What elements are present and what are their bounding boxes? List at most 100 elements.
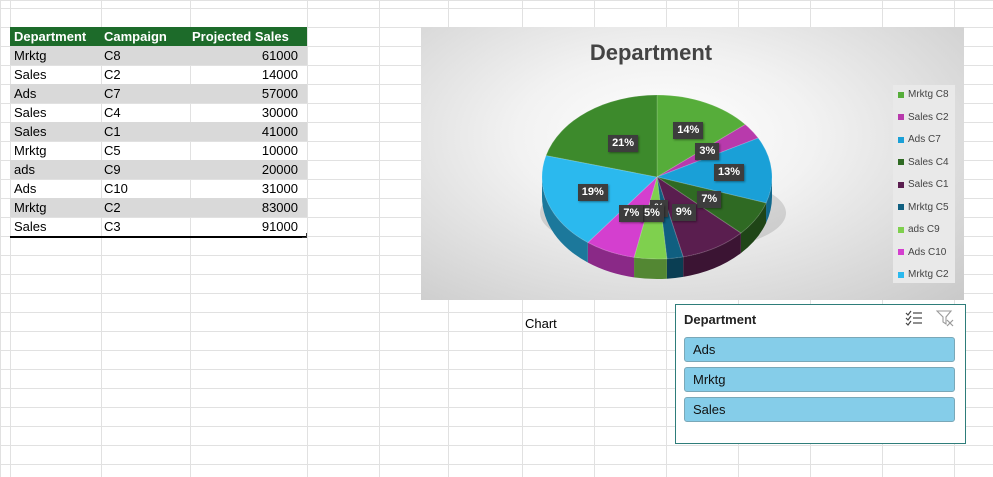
header-department[interactable]: Department bbox=[14, 29, 87, 44]
table-row[interactable]: ads C9 20000 bbox=[10, 160, 307, 179]
pie-slice-side[interactable] bbox=[683, 233, 741, 277]
cell-campaign[interactable]: C10 bbox=[104, 181, 128, 196]
grid-row-line bbox=[0, 407, 993, 408]
header-campaign[interactable]: Campaign bbox=[104, 29, 167, 44]
legend-item[interactable]: Sales C2 bbox=[898, 112, 949, 123]
table-row[interactable]: Ads C7 57000 bbox=[10, 84, 307, 103]
cell-campaign[interactable]: C2 bbox=[104, 200, 121, 215]
cell-projected-sales[interactable]: 61000 bbox=[261, 48, 298, 63]
cell-projected-sales[interactable]: 20000 bbox=[261, 162, 298, 177]
legend-label: ads C9 bbox=[908, 224, 940, 235]
grid-column-line bbox=[307, 0, 308, 477]
pie-data-label[interactable]: 5% bbox=[640, 204, 664, 222]
department-slicer[interactable]: Department Ads Mrktg Sales bbox=[675, 304, 966, 444]
table-row[interactable]: Sales C4 30000 bbox=[10, 103, 307, 122]
pie-data-label[interactable]: 13% bbox=[714, 163, 745, 181]
table-row[interactable]: Mrktg C2 83000 bbox=[10, 198, 307, 217]
pie-chart[interactable]: Department 14%3%13%7%9%%5%7%19%21% Mrktg… bbox=[421, 27, 964, 300]
cell-campaign[interactable]: C4 bbox=[104, 105, 121, 120]
legend-item[interactable]: Sales C4 bbox=[898, 157, 949, 168]
legend-label: Ads C7 bbox=[908, 134, 941, 145]
grid-row-line bbox=[0, 426, 993, 427]
legend-swatch bbox=[898, 204, 904, 210]
cell-projected-sales[interactable]: 30000 bbox=[261, 105, 298, 120]
pie-plot[interactable] bbox=[421, 27, 964, 300]
cell-department[interactable]: Mrktg bbox=[14, 48, 47, 63]
pie-slice[interactable] bbox=[545, 94, 658, 178]
grid-column-line bbox=[10, 0, 11, 477]
pie-data-label[interactable]: 14% bbox=[673, 121, 704, 139]
cell-campaign[interactable]: C2 bbox=[104, 67, 121, 82]
pie-data-label[interactable]: 3% bbox=[695, 142, 720, 160]
legend-swatch bbox=[898, 249, 904, 255]
cell-department[interactable]: Sales bbox=[14, 67, 47, 82]
slicer-item-ads[interactable]: Ads bbox=[684, 337, 955, 362]
legend-swatch bbox=[898, 159, 904, 165]
cell-projected-sales[interactable]: 83000 bbox=[261, 200, 298, 215]
legend-swatch bbox=[898, 136, 904, 143]
cell-department[interactable]: Sales bbox=[14, 105, 47, 120]
cell-projected-sales[interactable]: 57000 bbox=[261, 86, 298, 101]
slicer-item-mrktg[interactable]: Mrktg bbox=[684, 367, 955, 392]
cell-campaign[interactable]: C9 bbox=[104, 162, 121, 177]
cell-department[interactable]: Sales bbox=[14, 124, 47, 139]
pie-data-label[interactable]: 7% bbox=[697, 191, 722, 209]
pie-slice[interactable] bbox=[656, 175, 742, 258]
pie-slice-side[interactable] bbox=[587, 242, 635, 278]
cell-projected-sales[interactable]: 31000 bbox=[261, 181, 298, 196]
pie-slice[interactable] bbox=[656, 176, 684, 260]
legend-item[interactable]: Sales C1 bbox=[898, 179, 949, 190]
legend-swatch bbox=[898, 181, 904, 188]
legend-swatch bbox=[898, 226, 904, 233]
cell-projected-sales[interactable]: 14000 bbox=[261, 67, 298, 82]
pie-slice-side[interactable] bbox=[766, 177, 772, 224]
pie-data-label[interactable]: 19% bbox=[577, 183, 608, 201]
table-row[interactable]: Sales C2 14000 bbox=[10, 65, 307, 84]
grid-row-line bbox=[0, 350, 993, 351]
table-row[interactable]: Sales C1 41000 bbox=[10, 122, 307, 141]
pie-slice-side[interactable] bbox=[542, 177, 588, 263]
table-resize-handle[interactable] bbox=[302, 233, 307, 238]
legend-item[interactable]: ads C9 bbox=[898, 224, 940, 235]
header-projected-sales[interactable]: Projected Sales bbox=[192, 29, 289, 44]
cell-campaign[interactable]: C3 bbox=[104, 219, 121, 234]
table-row[interactable]: Ads C10 31000 bbox=[10, 179, 307, 198]
multi-select-icon[interactable] bbox=[904, 309, 924, 327]
legend-item[interactable]: Mrktg C2 bbox=[898, 269, 949, 280]
legend-item[interactable]: Ads C10 bbox=[898, 247, 946, 258]
slicer-title: Department bbox=[684, 312, 757, 327]
chart-legend[interactable]: Mrktg C8 Sales C2 Ads C7 Sales C4 Sales C1 Mr… bbox=[893, 85, 955, 283]
legend-item[interactable]: Mrktg C8 bbox=[898, 89, 949, 100]
grid-row-line bbox=[0, 388, 993, 389]
cell-projected-sales[interactable]: 41000 bbox=[261, 124, 298, 139]
chart-title[interactable]: Department bbox=[589, 40, 713, 65]
cell-department[interactable]: Ads bbox=[14, 181, 37, 196]
grid-row-line bbox=[0, 8, 993, 9]
pie-slice-side[interactable] bbox=[740, 203, 767, 254]
cell-campaign[interactable]: C5 bbox=[104, 143, 121, 158]
cell-department[interactable]: Ads bbox=[14, 86, 37, 101]
cell-campaign[interactable]: C7 bbox=[104, 86, 121, 101]
pie-data-label[interactable]: 21% bbox=[608, 135, 639, 153]
legend-item[interactable]: Mrktg C5 bbox=[898, 202, 949, 213]
slicer-item-sales[interactable]: Sales bbox=[684, 397, 955, 422]
cell-department[interactable]: Sales bbox=[14, 219, 47, 234]
cell-projected-sales[interactable]: 91000 bbox=[261, 219, 298, 234]
cell-department[interactable]: ads bbox=[14, 162, 35, 177]
table-row[interactable]: Sales C3 91000 bbox=[10, 217, 307, 238]
cell-projected-sales[interactable]: 10000 bbox=[261, 143, 298, 158]
pie-data-label[interactable]: 9% bbox=[671, 203, 696, 221]
cell-department[interactable]: Mrktg bbox=[14, 143, 47, 158]
table-row[interactable]: Mrktg C8 61000 bbox=[10, 46, 307, 65]
clear-filter-icon[interactable] bbox=[935, 309, 955, 327]
cell-campaign[interactable]: C1 bbox=[104, 124, 121, 139]
cell-campaign[interactable]: C8 bbox=[104, 48, 121, 63]
cell-department[interactable]: Mrktg bbox=[14, 200, 47, 215]
legend-item[interactable]: Ads C7 bbox=[898, 134, 941, 145]
pie-slice-side[interactable] bbox=[666, 256, 684, 279]
table-row[interactable]: Mrktg C5 10000 bbox=[10, 141, 307, 160]
pie-data-label[interactable]: 7% bbox=[619, 205, 644, 223]
pie-slice-side[interactable] bbox=[634, 257, 667, 279]
data-table[interactable]: Department Campaign Projected Sales Mrkt… bbox=[10, 27, 307, 238]
legend-swatch bbox=[898, 271, 904, 278]
